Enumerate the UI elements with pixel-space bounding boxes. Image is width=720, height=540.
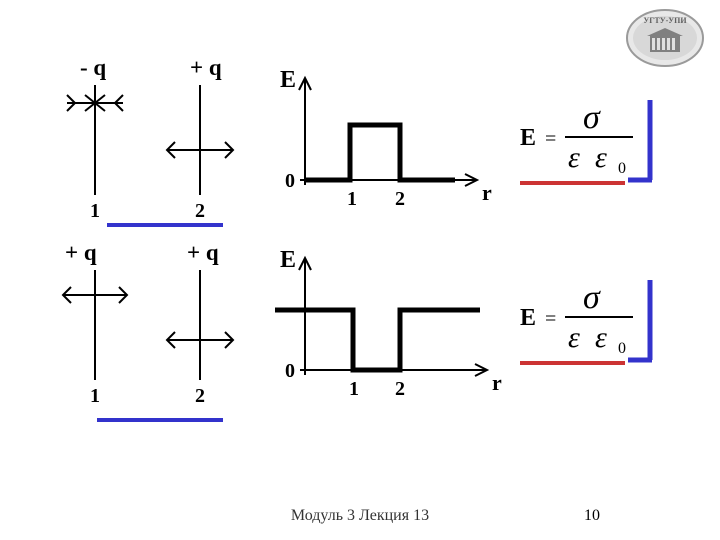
zero-label: 0 — [285, 360, 295, 382]
tick-1: 1 — [347, 188, 357, 210]
x-axis-label: r — [492, 370, 502, 395]
label-1: 1 — [90, 200, 100, 222]
equals-label: = — [545, 128, 556, 150]
x-axis-label: r — [482, 180, 492, 205]
y-axis-label: E — [280, 247, 296, 273]
page-number: 10 — [584, 507, 600, 525]
sub0-label: 0 — [618, 340, 626, 357]
sigma-label: σ — [583, 99, 601, 136]
y-axis-label: E — [280, 67, 296, 93]
eps0-label: ε — [595, 141, 607, 174]
sub0-label: 0 — [618, 160, 626, 177]
equals-label: = — [545, 308, 556, 330]
sigma-label: σ — [583, 279, 601, 316]
step-curve — [305, 125, 455, 180]
zero-label: 0 — [285, 170, 295, 192]
label-2: 2 — [195, 385, 205, 407]
footer-text: Модуль 3 Лекция 13 — [0, 507, 720, 525]
eps0-label: ε — [595, 321, 607, 354]
graph-bottom: E 0 r 1 2 — [275, 245, 515, 420]
eps-label: ε — [568, 321, 580, 354]
E-label: E — [520, 125, 536, 151]
tick-2: 2 — [395, 378, 405, 400]
graph-top: E 0 r 1 2 — [275, 65, 505, 230]
left-bottom-diagram: + q + q 1 2 — [55, 240, 255, 430]
tick-1: 1 — [349, 378, 359, 400]
E-label: E — [520, 305, 536, 331]
pos-q2-label: + q — [187, 240, 219, 265]
neg-q-label: - q — [80, 55, 106, 80]
tick-2: 2 — [395, 188, 405, 210]
formula-bottom: E = σ ε ε 0 — [520, 275, 695, 375]
label-1: 1 — [90, 385, 100, 407]
svg-text:УГТУ-УПИ: УГТУ-УПИ — [643, 16, 687, 25]
eps-label: ε — [568, 141, 580, 174]
pos-q1-label: + q — [65, 240, 97, 265]
formula-top: E = σ ε ε 0 — [520, 95, 695, 195]
pos-q-label: + q — [190, 55, 222, 80]
left-top-diagram: - q + q 1 2 — [55, 55, 255, 235]
logo: УГТУ-УПИ — [625, 8, 705, 68]
label-2: 2 — [195, 200, 205, 222]
